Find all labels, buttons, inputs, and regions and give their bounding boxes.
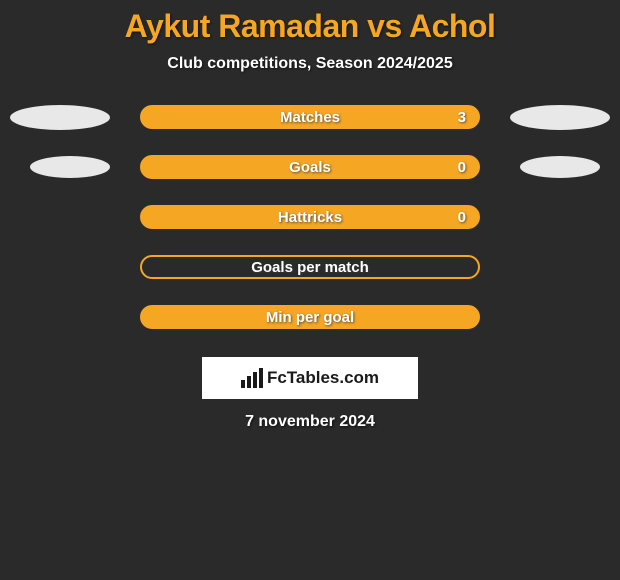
subtitle: Club competitions, Season 2024/2025 — [167, 55, 452, 73]
stat-label: Min per goal — [266, 309, 354, 326]
stat-value: 0 — [458, 159, 466, 176]
logo-box: FcTables.com — [202, 357, 418, 399]
comparison-card: Aykut Ramadan vs Achol Club competitions… — [0, 0, 620, 431]
stat-row: Matches 3 — [0, 103, 620, 131]
player-ellipse-right — [510, 105, 610, 130]
stat-row: Min per goal — [0, 303, 620, 331]
player-ellipse-left — [10, 105, 110, 130]
player-ellipse-left — [30, 156, 110, 178]
stat-bar: Hattricks 0 — [140, 205, 480, 229]
stat-row: Hattricks 0 — [0, 203, 620, 231]
stat-row: Goals 0 — [0, 153, 620, 181]
stat-bar: Matches 3 — [140, 105, 480, 129]
stat-row: Goals per match — [0, 253, 620, 281]
stat-bar: Goals 0 — [140, 155, 480, 179]
stat-value: 3 — [458, 109, 466, 126]
stat-label: Goals — [289, 159, 331, 176]
stat-value: 0 — [458, 209, 466, 226]
stat-label: Hattricks — [278, 209, 342, 226]
stats-rows: Matches 3 Goals 0 Hattricks 0 Goals per match M… — [0, 103, 620, 331]
logo[interactable]: FcTables.com — [241, 368, 379, 388]
stat-bar: Goals per match — [140, 255, 480, 279]
stat-label: Matches — [280, 109, 340, 126]
date-line: 7 november 2024 — [245, 413, 375, 431]
player-ellipse-right — [520, 156, 600, 178]
stat-label: Goals per match — [251, 259, 369, 276]
stat-bar: Min per goal — [140, 305, 480, 329]
chart-bars-icon — [241, 368, 263, 388]
logo-text: FcTables.com — [267, 368, 379, 388]
page-title: Aykut Ramadan vs Achol — [125, 8, 496, 45]
